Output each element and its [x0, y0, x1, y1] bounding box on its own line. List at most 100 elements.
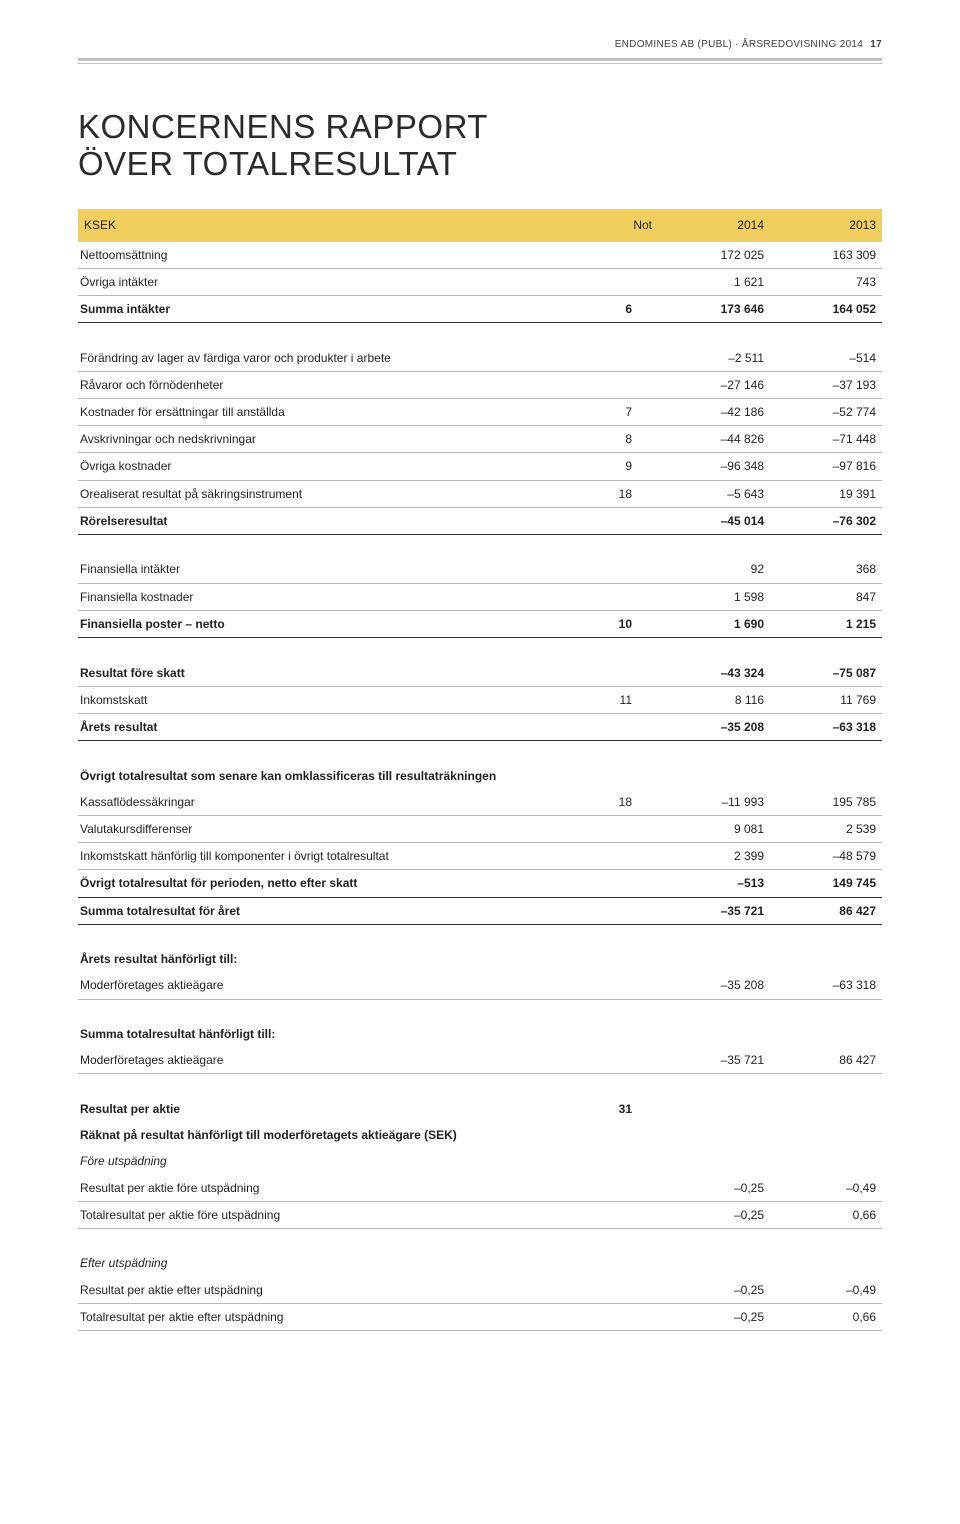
table-row: Summa intäkter6173 646164 052: [78, 295, 882, 322]
row-label: Inkomstskatt: [78, 686, 598, 713]
row-note: 8: [598, 426, 658, 453]
row-y1: [658, 763, 770, 789]
row-y2: 743: [770, 268, 882, 295]
row-label: Resultat per aktie: [78, 1096, 598, 1122]
table-row: Inkomstskatt118 11611 769: [78, 686, 882, 713]
row-y1: 8 116: [658, 686, 770, 713]
table-row: [78, 323, 882, 345]
row-y1: 2 399: [658, 843, 770, 870]
row-note: 9: [598, 453, 658, 480]
spacer-cell: [78, 741, 882, 763]
row-note: 6: [598, 295, 658, 322]
title-line-1: KONCERNENS RAPPORT: [78, 108, 488, 145]
row-note: [598, 1148, 658, 1174]
row-y2: –37 193: [770, 371, 882, 398]
row-label: Råvaror och förnödenheter: [78, 371, 598, 398]
row-label: Moderföretages aktieägare: [78, 1047, 598, 1074]
row-note: [598, 1122, 658, 1148]
row-label: Avskrivningar och nedskrivningar: [78, 426, 598, 453]
row-y1: –513: [658, 870, 770, 897]
row-y2: –48 579: [770, 843, 882, 870]
row-label: Övrigt totalresultat som senare kan omkl…: [78, 763, 598, 789]
row-y1: [658, 1250, 770, 1276]
table-row: Nettoomsättning172 025163 309: [78, 242, 882, 269]
row-y1: –43 324: [658, 660, 770, 687]
row-note: 7: [598, 399, 658, 426]
row-label: Före utspädning: [78, 1148, 598, 1174]
row-y1: –42 186: [658, 399, 770, 426]
row-label: Inkomstskatt hänförlig till komponenter …: [78, 843, 598, 870]
spacer-cell: [78, 638, 882, 660]
row-label: Resultat per aktie före utspädning: [78, 1175, 598, 1202]
table-row: [78, 534, 882, 556]
row-note: [598, 1277, 658, 1304]
row-label: Kassaflödessäkringar: [78, 789, 598, 816]
header-rule: [78, 58, 882, 64]
row-y1: 172 025: [658, 242, 770, 269]
table-row: Summa totalresultat hänförligt till:: [78, 1021, 882, 1047]
row-note: [598, 660, 658, 687]
row-y1: 1 621: [658, 268, 770, 295]
col-y2: 2013: [770, 209, 882, 241]
row-y2: 1 215: [770, 610, 882, 637]
table-row: Resultat per aktie före utspädning–0,25–…: [78, 1175, 882, 1202]
row-label: Kostnader för ersättningar till anställd…: [78, 399, 598, 426]
row-y2: [770, 1250, 882, 1276]
row-note: [598, 843, 658, 870]
row-y2: 2 539: [770, 815, 882, 842]
table-row: [78, 741, 882, 763]
table-row: Övrigt totalresultat för perioden, netto…: [78, 870, 882, 897]
row-note: [598, 556, 658, 583]
row-note: 18: [598, 789, 658, 816]
row-y2: –52 774: [770, 399, 882, 426]
row-y2: 0,66: [770, 1303, 882, 1330]
table-row: Moderföretages aktieägare–35 72186 427: [78, 1047, 882, 1074]
spacer-cell: [78, 534, 882, 556]
spacer-cell: [78, 999, 882, 1021]
spacer-cell: [78, 924, 882, 946]
row-note: 11: [598, 686, 658, 713]
row-label: Resultat per aktie efter utspädning: [78, 1277, 598, 1304]
title-line-2: ÖVER TOTALRESULTAT: [78, 145, 457, 182]
row-note: [598, 1021, 658, 1047]
row-label: Årets resultat hänförligt till:: [78, 946, 598, 972]
row-label: Summa totalresultat för året: [78, 897, 598, 924]
row-label: Orealiserat resultat på säkringsinstrume…: [78, 480, 598, 507]
row-y2: –75 087: [770, 660, 882, 687]
table-row: Kassaflödessäkringar18–11 993195 785: [78, 789, 882, 816]
row-label: Finansiella kostnader: [78, 583, 598, 610]
row-y2: –0,49: [770, 1175, 882, 1202]
header-company: ENDOMINES AB (PUBL) · ÅRSREDOVISNING 201…: [615, 39, 863, 50]
table-row: Övrigt totalresultat som senare kan omkl…: [78, 763, 882, 789]
row-label: Summa intäkter: [78, 295, 598, 322]
row-y1: –35 208: [658, 713, 770, 740]
row-note: 31: [598, 1096, 658, 1122]
table-row: Årets resultat hänförligt till:: [78, 946, 882, 972]
row-y2: 86 427: [770, 897, 882, 924]
table-row: Finansiella intäkter92368: [78, 556, 882, 583]
row-y1: –0,25: [658, 1201, 770, 1228]
page-header: ENDOMINES AB (PUBL) · ÅRSREDOVISNING 201…: [78, 38, 882, 52]
row-y1: –44 826: [658, 426, 770, 453]
table-row: [78, 999, 882, 1021]
row-y1: –35 721: [658, 1047, 770, 1074]
row-note: [598, 268, 658, 295]
row-y2: –76 302: [770, 507, 882, 534]
row-y1: –35 208: [658, 972, 770, 999]
table-row: Efter utspädning: [78, 1250, 882, 1276]
table-row: Räknat på resultat hänförligt till moder…: [78, 1122, 882, 1148]
row-note: [598, 371, 658, 398]
row-note: [598, 815, 658, 842]
row-y1: 1 598: [658, 583, 770, 610]
row-y2: 11 769: [770, 686, 882, 713]
table-row: Summa totalresultat för året–35 72186 42…: [78, 897, 882, 924]
table-row: Rörelseresultat–45 014–76 302: [78, 507, 882, 534]
spacer-cell: [78, 1074, 882, 1096]
row-y1: –5 643: [658, 480, 770, 507]
row-label: Finansiella poster – netto: [78, 610, 598, 637]
table-row: Totalresultat per aktie före utspädning–…: [78, 1201, 882, 1228]
totalresultat-table: KSEK Not 2014 2013 Nettoomsättning172 02…: [78, 209, 882, 1331]
row-y1: 92: [658, 556, 770, 583]
table-row: Avskrivningar och nedskrivningar8–44 826…: [78, 426, 882, 453]
table-row: [78, 1228, 882, 1250]
